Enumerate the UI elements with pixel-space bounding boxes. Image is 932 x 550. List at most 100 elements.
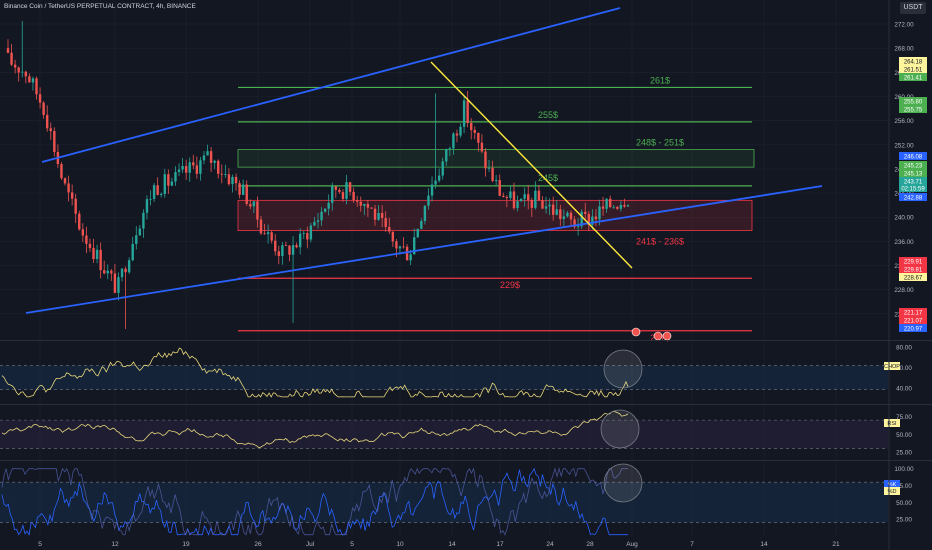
candle <box>149 198 152 200</box>
candle <box>163 174 166 194</box>
candle <box>576 226 580 228</box>
candle <box>117 277 120 293</box>
candle <box>209 151 213 163</box>
candle <box>288 245 291 255</box>
x-tick-label: Aug <box>626 541 638 548</box>
candle <box>427 195 430 206</box>
candle <box>113 273 117 293</box>
candle <box>598 206 601 220</box>
candle <box>181 166 184 170</box>
candle <box>274 240 277 252</box>
price-tag-label: 02:15:59 <box>901 186 925 192</box>
candle <box>423 205 427 222</box>
candle <box>327 202 330 209</box>
candle <box>334 186 338 190</box>
candle <box>81 229 85 236</box>
price-tag-label: 261.41 <box>904 75 923 81</box>
candle <box>591 216 594 225</box>
candle <box>38 94 42 103</box>
x-tick-label: 14 <box>448 541 456 548</box>
highlight-circle <box>603 463 643 503</box>
candle <box>17 67 20 73</box>
candle <box>281 245 284 257</box>
candle <box>313 221 316 226</box>
x-tick-label: 17 <box>496 541 504 548</box>
candle <box>199 160 202 174</box>
candle <box>462 100 466 127</box>
green-zone-248-251 <box>237 149 755 168</box>
indicator-band <box>0 482 888 523</box>
price-tag <box>899 193 927 201</box>
candle <box>569 212 573 220</box>
candle <box>338 189 341 193</box>
candle <box>306 233 309 240</box>
y-tick-label: 50.00 <box>896 500 912 507</box>
level-label: 261$ <box>650 75 670 85</box>
candle <box>24 71 28 77</box>
candle <box>502 195 505 198</box>
candle <box>49 128 52 132</box>
price-tag <box>899 152 927 160</box>
price-tag-label: 243.71 <box>904 179 923 185</box>
candle <box>131 243 134 261</box>
candle <box>395 241 398 249</box>
x-tick-label: 12 <box>111 541 119 548</box>
candle <box>124 268 127 273</box>
candle <box>345 182 348 199</box>
price-tag-label: 245.23 <box>904 163 923 169</box>
candle <box>256 201 259 220</box>
candle <box>523 194 526 199</box>
x-tick-label: 14 <box>760 541 768 548</box>
candle <box>188 162 191 173</box>
indicator-tag <box>884 419 900 427</box>
candle <box>249 203 252 207</box>
currency-button[interactable]: USDT <box>900 2 926 14</box>
price-tag-label: 245.13 <box>904 171 923 177</box>
candle <box>619 204 623 209</box>
price-tag <box>899 257 927 265</box>
candle <box>420 221 423 229</box>
candle <box>331 186 334 203</box>
price-tag-label: 228.67 <box>904 275 923 281</box>
price-tag <box>899 273 927 281</box>
candle <box>67 183 70 193</box>
candle <box>156 185 159 195</box>
candle <box>601 206 605 209</box>
y-tick-label: 256.00 <box>894 118 914 125</box>
candle <box>174 172 177 182</box>
candle <box>434 180 437 185</box>
candle <box>584 211 587 214</box>
y-tick-label: 252.00 <box>894 142 914 149</box>
candle <box>70 192 74 199</box>
candle <box>13 64 17 68</box>
price-tag <box>899 57 927 65</box>
indicator-line <box>1 467 628 536</box>
candle <box>527 194 530 200</box>
y-tick-label: 100.00 <box>894 466 914 473</box>
price-tag-label: 229.91 <box>904 259 923 265</box>
indicator-tag-label: %K <box>888 482 897 488</box>
candle <box>623 204 626 207</box>
candle <box>167 174 170 186</box>
candle <box>498 180 501 196</box>
event-flag-icon <box>662 331 672 341</box>
candle <box>138 228 142 236</box>
candle <box>594 216 598 220</box>
candle <box>626 205 630 207</box>
candle <box>231 176 234 185</box>
indicator-line <box>1 467 628 536</box>
candle <box>484 151 487 169</box>
candle <box>238 183 241 195</box>
candle <box>448 148 452 150</box>
candle <box>452 133 455 149</box>
candle <box>135 235 138 244</box>
candle <box>505 197 509 198</box>
candle <box>470 123 473 131</box>
candle <box>95 249 99 260</box>
candle <box>320 211 323 221</box>
candle <box>245 184 248 204</box>
candle <box>309 225 313 240</box>
price-tag <box>899 308 927 316</box>
candle <box>259 219 263 234</box>
candle <box>416 228 419 238</box>
